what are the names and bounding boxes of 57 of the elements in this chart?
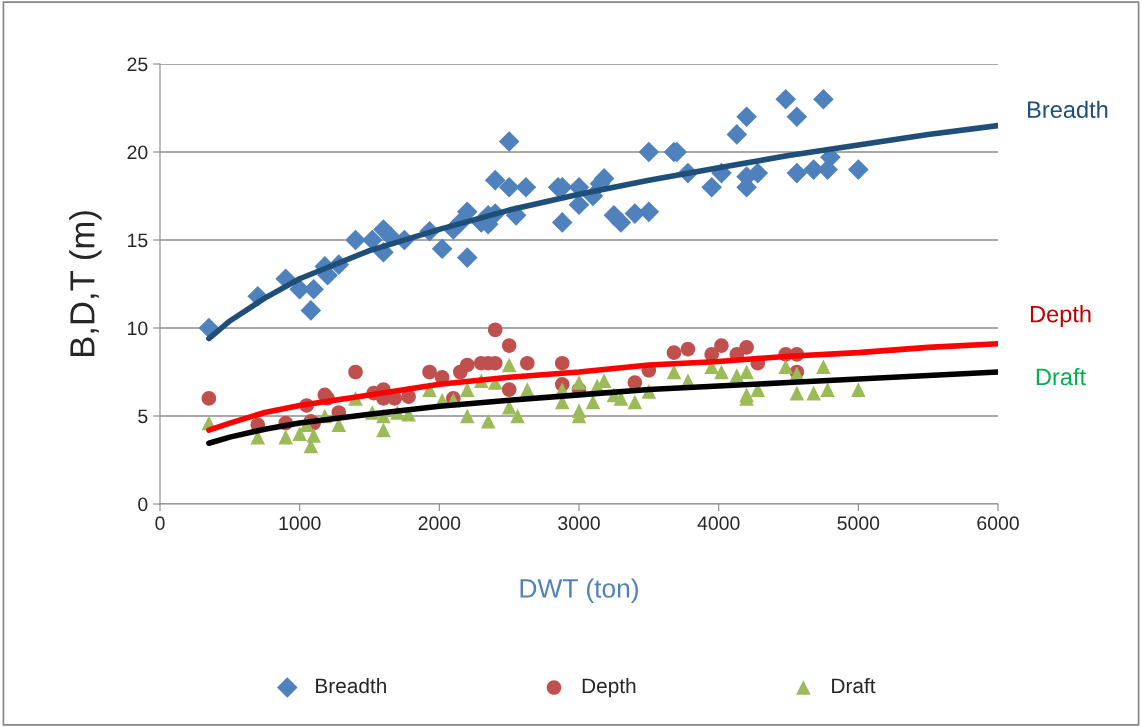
series-label: Depth: [1030, 305, 1091, 328]
point: [627, 394, 643, 410]
y-axis-title: B,D,T (m): [69, 211, 102, 357]
point: [480, 414, 496, 429]
legend-label: Depth: [582, 677, 636, 698]
point: [820, 382, 835, 397]
point: [459, 408, 475, 424]
point: [459, 382, 475, 397]
x-axis-title: DWT (ton): [520, 578, 638, 603]
point: [487, 322, 503, 338]
point: [666, 345, 682, 360]
point: [501, 338, 517, 353]
legend-label: Breadth: [316, 677, 386, 694]
x-tick-label: 1000: [279, 516, 321, 531]
point: [806, 385, 821, 401]
point: [585, 394, 601, 410]
point: [292, 426, 307, 441]
x-tick-label: 6000: [977, 516, 1019, 531]
point: [422, 364, 437, 380]
point: [714, 338, 729, 353]
y-tick-label: 5: [138, 409, 148, 424]
point: [554, 355, 570, 371]
point: [778, 359, 793, 374]
y-tick-label: 25: [127, 57, 148, 72]
point: [510, 408, 525, 424]
x-tick-label: 4000: [697, 516, 740, 531]
x-tick-label: 5000: [837, 516, 880, 531]
point: [501, 357, 517, 373]
point: [666, 364, 682, 380]
legend-label: Draft: [832, 677, 876, 694]
point: [739, 364, 754, 380]
x-tick-label: 0: [155, 516, 165, 531]
point: [376, 422, 391, 438]
point: [680, 341, 696, 357]
point: [816, 359, 831, 374]
y-tick-label: 10: [128, 321, 148, 336]
series-label: Breadth: [1028, 100, 1108, 119]
y-tick-label: 0: [138, 497, 148, 512]
point: [571, 403, 587, 418]
point: [348, 364, 363, 380]
x-tick-label: 2000: [418, 516, 461, 531]
point: [851, 382, 866, 397]
point: [789, 385, 805, 401]
point: [501, 382, 517, 397]
point: [520, 355, 535, 371]
series-label: Draft: [1036, 367, 1086, 386]
x-tick-label: 3000: [558, 516, 600, 531]
y-tick-label: 20: [127, 145, 148, 160]
point: [306, 428, 321, 443]
point: [571, 375, 587, 390]
y-tick-label: 15: [128, 233, 148, 248]
point: [201, 391, 217, 406]
point: [714, 364, 729, 380]
point: [627, 375, 643, 390]
point: [278, 429, 293, 445]
point: [739, 340, 754, 355]
point: [459, 357, 475, 373]
